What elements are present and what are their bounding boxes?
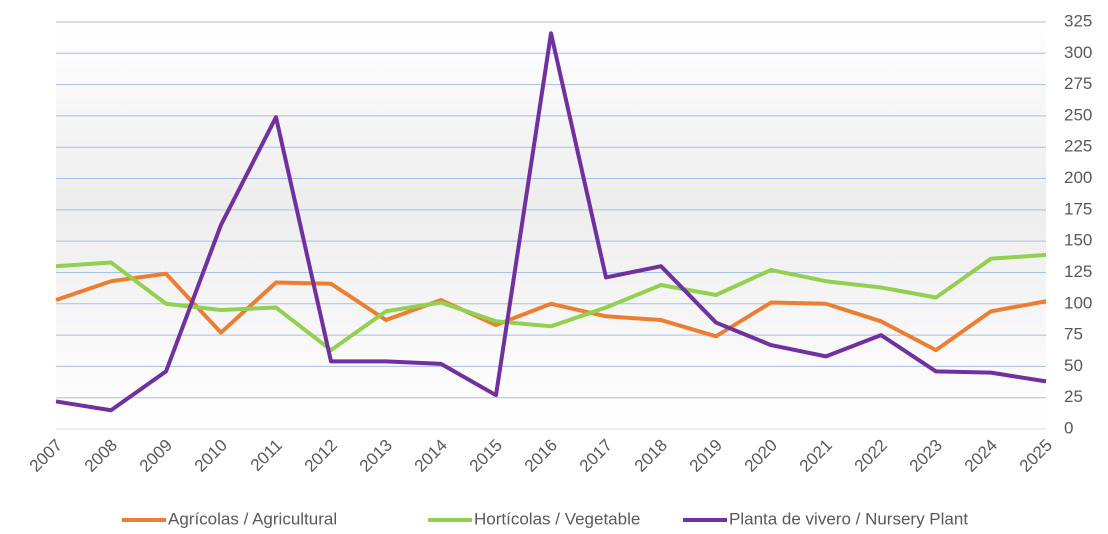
x-tick-label: 2020 [741, 436, 781, 476]
series-line [55, 31, 1047, 413]
x-tick-label: 2008 [81, 436, 121, 476]
y-tick-label: 200 [1064, 168, 1092, 187]
y-tick-label: 175 [1064, 199, 1092, 218]
y-tick-label: 300 [1064, 43, 1092, 62]
y-tick-label: 325 [1064, 11, 1092, 30]
series-line [55, 271, 1047, 353]
legend-label: Planta de vivero / Nursery Plant [729, 509, 968, 528]
y-tick-label: 100 [1064, 293, 1092, 312]
x-tick-label: 2023 [906, 436, 946, 476]
x-tick-label: 2025 [1016, 436, 1056, 476]
x-tick-label: 2018 [631, 436, 671, 476]
x-tick-label: 2011 [247, 436, 286, 475]
y-tick-label: 0 [1064, 418, 1073, 437]
x-tick-label: 2021 [796, 436, 836, 476]
x-tick-label: 2014 [411, 436, 451, 476]
x-tick-label: 2007 [26, 436, 66, 476]
x-tick-label: 2017 [576, 436, 616, 476]
y-tick-label: 75 [1064, 325, 1083, 344]
x-tick-label: 2009 [136, 436, 176, 476]
y-tick-label: 125 [1064, 262, 1092, 281]
y-tick-label: 25 [1064, 387, 1083, 406]
series-line [55, 252, 1047, 353]
x-tick-label: 2022 [851, 436, 891, 476]
y-tick-label: 150 [1064, 231, 1092, 250]
x-tick-label: 2012 [301, 436, 341, 476]
y-tick-label: 225 [1064, 137, 1092, 156]
y-tick-label: 250 [1064, 105, 1092, 124]
x-tick-label: 2024 [961, 436, 1001, 476]
legend-label: Hortícolas / Vegetable [474, 509, 640, 528]
y-tick-label: 275 [1064, 74, 1092, 93]
x-tick-label: 2015 [466, 436, 506, 476]
x-tick-label: 2010 [191, 436, 231, 476]
x-tick-label: 2019 [686, 436, 726, 476]
x-tick-label: 2016 [521, 436, 561, 476]
plot-area [56, 22, 1046, 429]
x-tick-label: 2013 [356, 436, 396, 476]
y-tick-label: 50 [1064, 356, 1083, 375]
legend-label: Agrícolas / Agricultural [168, 509, 337, 528]
